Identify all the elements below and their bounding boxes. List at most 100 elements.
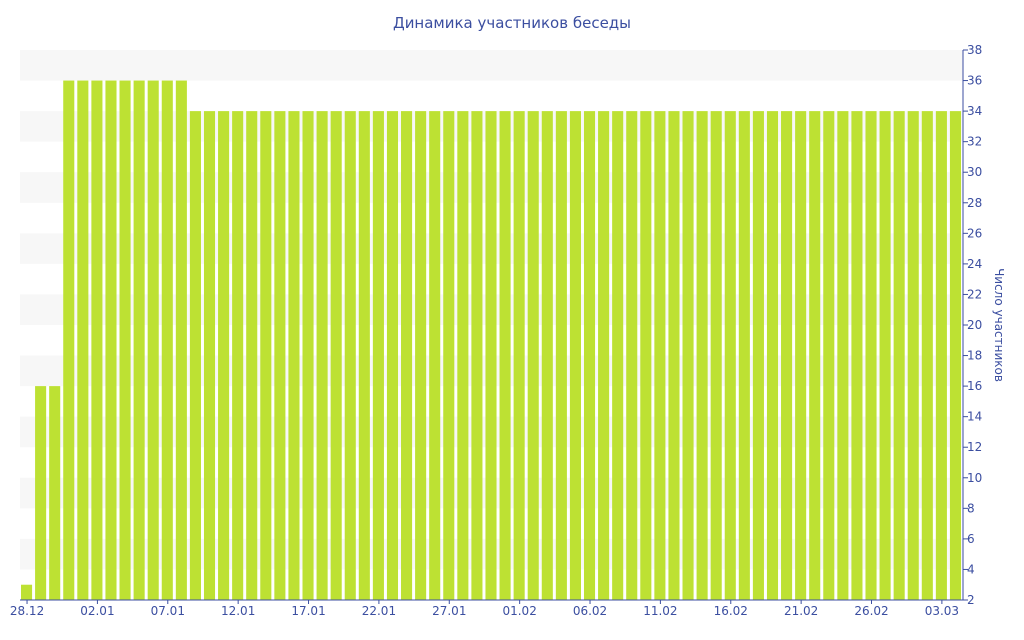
bar xyxy=(921,111,933,600)
bar xyxy=(823,111,835,600)
y-tick-label: 24 xyxy=(967,257,982,271)
bar xyxy=(837,111,849,600)
bar xyxy=(541,111,553,600)
bar xyxy=(35,386,47,600)
x-tick-label: 17.01 xyxy=(291,604,325,618)
bar xyxy=(386,111,399,600)
bar xyxy=(668,111,680,600)
x-tick-label: 22.01 xyxy=(362,604,396,618)
bar xyxy=(752,111,764,600)
y-tick-label: 26 xyxy=(967,226,982,240)
bar xyxy=(612,111,624,600)
bar xyxy=(21,584,33,600)
bar xyxy=(302,111,314,600)
bar xyxy=(471,111,483,600)
bar xyxy=(795,111,807,600)
bar xyxy=(415,111,427,600)
bar xyxy=(893,111,905,600)
bar xyxy=(147,80,159,601)
bar xyxy=(457,111,469,600)
bar xyxy=(907,111,919,600)
bar xyxy=(949,111,961,600)
bar xyxy=(232,111,244,600)
bar xyxy=(274,111,286,600)
bar xyxy=(161,80,173,601)
x-tick-label: 01.02 xyxy=(502,604,536,618)
y-tick-label: 18 xyxy=(967,349,982,363)
x-tick-label: 12.01 xyxy=(221,604,255,618)
y-tick-label: 14 xyxy=(967,410,982,424)
grid-band xyxy=(20,50,963,81)
y-tick-label: 8 xyxy=(967,501,975,515)
bar xyxy=(809,111,821,600)
y-tick-label: 6 xyxy=(967,532,975,546)
y-tick-label: 38 xyxy=(967,43,982,57)
y-tick-label: 20 xyxy=(967,318,982,332)
bar xyxy=(879,111,891,600)
bar xyxy=(598,111,610,600)
x-tick-label: 28.12 xyxy=(10,604,44,618)
bar xyxy=(569,111,581,600)
x-tick-label: 11.02 xyxy=(643,604,677,618)
bar xyxy=(189,111,201,600)
bar xyxy=(49,386,61,600)
bar xyxy=(246,111,258,600)
bar xyxy=(429,111,441,600)
bar xyxy=(443,111,455,600)
x-tick-label: 06.02 xyxy=(573,604,607,618)
y-tick-label: 16 xyxy=(967,379,982,393)
bar xyxy=(218,111,230,600)
bar xyxy=(133,80,145,601)
y-tick-label: 36 xyxy=(967,74,982,88)
bar xyxy=(851,111,863,600)
bar xyxy=(358,111,370,600)
bar xyxy=(865,111,877,600)
chart-title: Динамика участников беседы xyxy=(392,14,632,32)
x-tick-label: 02.01 xyxy=(80,604,114,618)
x-tick-label: 07.01 xyxy=(151,604,185,618)
bar xyxy=(63,80,75,601)
x-tick-label: 26.02 xyxy=(854,604,888,618)
bar xyxy=(288,111,300,600)
bar xyxy=(372,111,384,600)
y-tick-label: 22 xyxy=(967,287,982,301)
bar xyxy=(513,111,525,600)
bar xyxy=(935,111,947,600)
bar xyxy=(344,111,356,600)
x-tick-label: 03.03 xyxy=(925,604,959,618)
bar xyxy=(203,111,216,600)
bar xyxy=(583,111,596,600)
y-tick-label: 12 xyxy=(967,440,982,454)
bar xyxy=(781,111,793,600)
bar xyxy=(260,111,272,600)
bar xyxy=(696,111,708,600)
bar xyxy=(105,80,117,601)
bar xyxy=(640,111,652,600)
y-tick-label: 10 xyxy=(967,471,982,485)
x-tick-label: 27.01 xyxy=(432,604,466,618)
y-tick-label: 34 xyxy=(967,104,982,118)
bar xyxy=(724,111,736,600)
y-tick-label: 30 xyxy=(967,165,982,179)
bar xyxy=(330,111,342,600)
bar xyxy=(626,111,638,600)
bar xyxy=(316,111,328,600)
y-axis-title: Число участников xyxy=(992,268,1006,382)
bar xyxy=(119,80,131,601)
bar xyxy=(91,80,103,601)
bar xyxy=(401,111,413,600)
bar xyxy=(710,111,722,600)
y-tick-label: 28 xyxy=(967,196,982,210)
bar xyxy=(738,111,750,600)
x-tick-label: 16.02 xyxy=(714,604,748,618)
bar xyxy=(485,111,497,600)
bar xyxy=(654,111,666,600)
y-tick-label: 2 xyxy=(967,593,975,607)
x-tick-label: 21.02 xyxy=(784,604,818,618)
bar xyxy=(77,80,89,601)
bar xyxy=(175,80,187,601)
bar xyxy=(766,111,779,600)
y-tick-label: 4 xyxy=(967,562,975,576)
